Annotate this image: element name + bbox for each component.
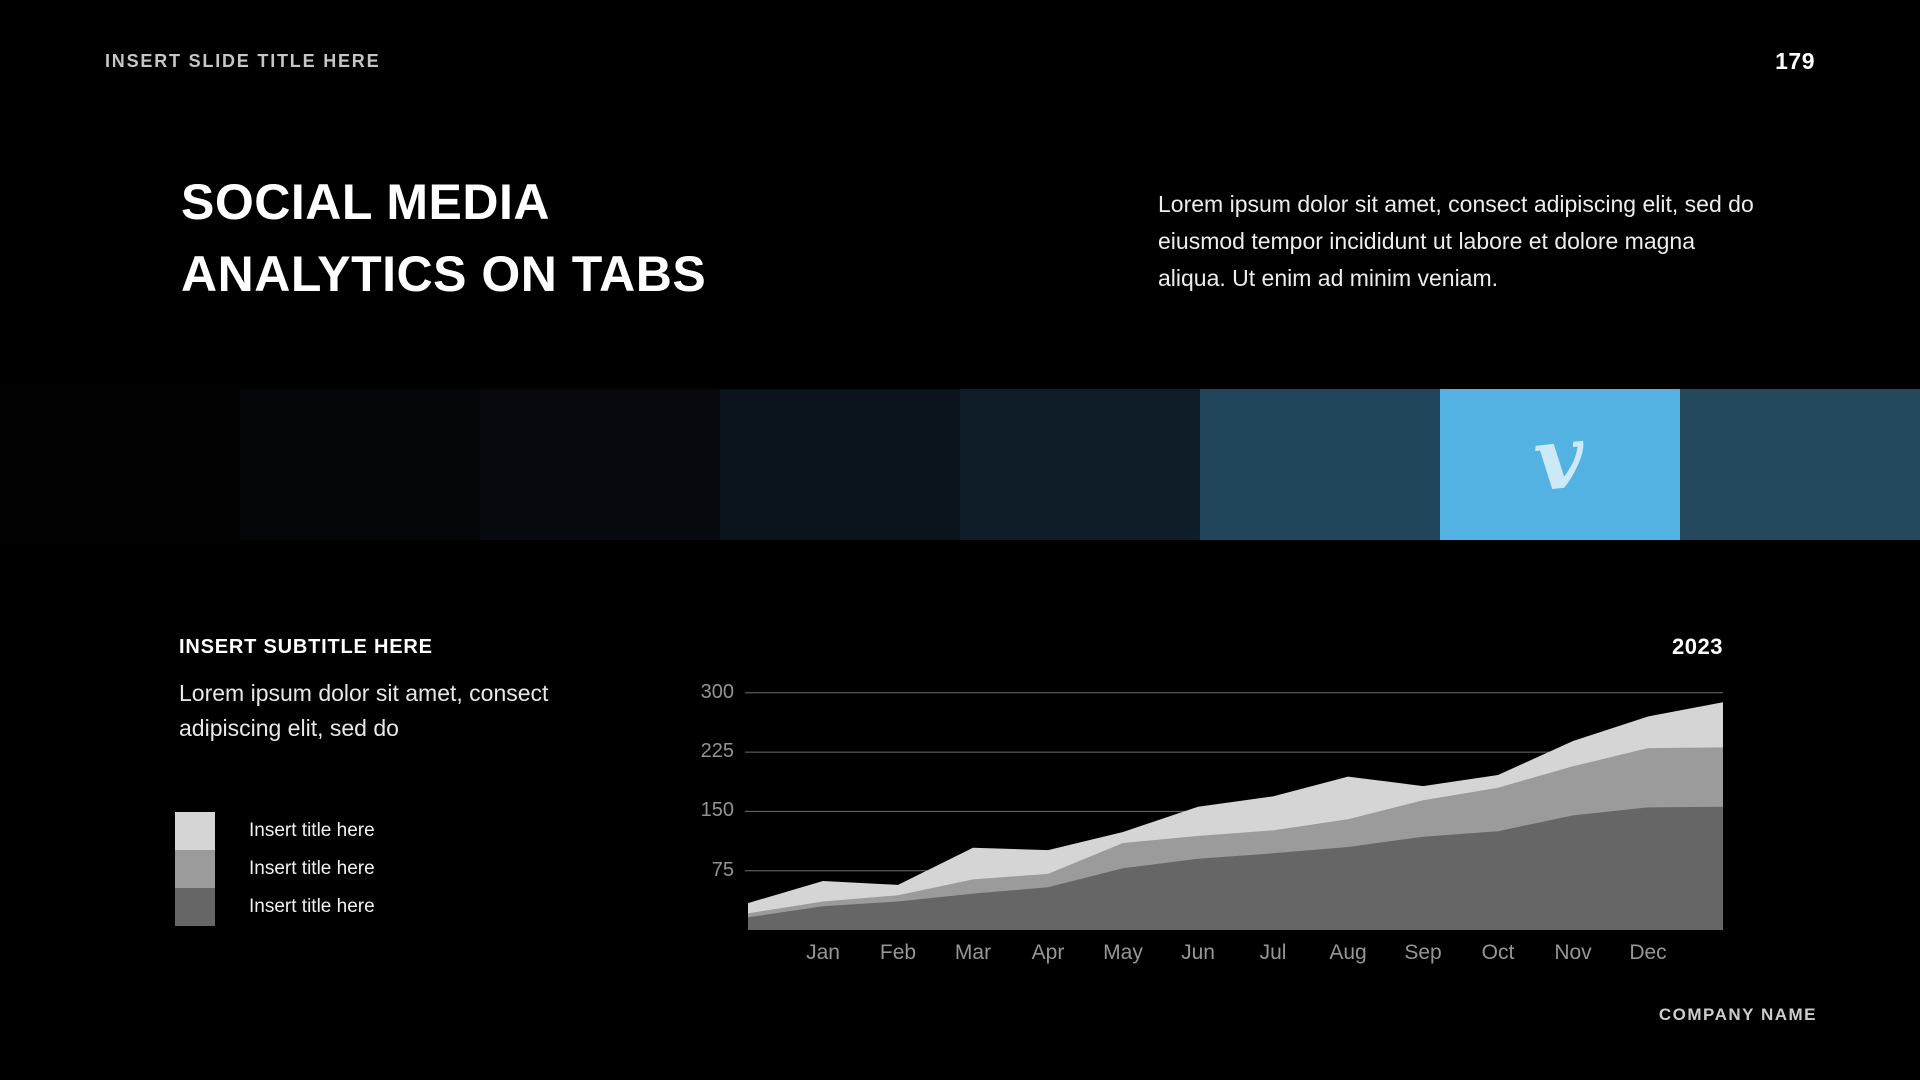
x-axis-label-mar: Mar (954, 941, 992, 964)
x-axis-label-aug: Aug (1329, 941, 1367, 964)
legend-item: Insert title here (175, 812, 375, 850)
y-axis-tick-75: 75 (711, 858, 734, 881)
chart-year-label: 2023 (1672, 634, 1723, 659)
legend-swatch (175, 888, 215, 926)
page-number: 179 (1775, 48, 1815, 74)
vimeo-icon: v (1529, 405, 1590, 511)
intro-paragraph: Lorem ipsum dolor sit amet, consect adip… (1158, 191, 1754, 291)
legend-label: Insert title here (249, 896, 375, 917)
legend-swatch (175, 850, 215, 888)
tab-1[interactable] (0, 389, 240, 540)
page-title: SOCIAL MEDIA ANALYTICS ON TABS (181, 174, 707, 302)
section-description: Lorem ipsum dolor sit amet, consect adip… (179, 680, 549, 741)
legend-label: Insert title here (249, 858, 375, 879)
x-axis-label-nov: Nov (1554, 941, 1592, 964)
tab-5[interactable] (960, 389, 1200, 540)
x-axis-label-may: May (1103, 941, 1143, 964)
legend-label: Insert title here (249, 820, 375, 841)
y-axis-tick-150: 150 (700, 799, 734, 822)
analytics-chart-svg (745, 692, 1723, 930)
slide-title-label: INSERT SLIDE TITLE HERE (105, 51, 381, 71)
tab-4[interactable] (720, 389, 960, 540)
x-axis-label-feb: Feb (879, 941, 917, 964)
x-axis-label-jan: Jan (806, 941, 840, 964)
tab-vimeo[interactable]: v (1440, 389, 1680, 540)
x-axis-label-oct: Oct (1481, 941, 1515, 964)
chart-legend: Insert title here Insert title here Insert… (175, 812, 375, 926)
tab-8[interactable] (1680, 389, 1920, 540)
section-subtitle: INSERT SUBTITLE HERE (179, 636, 433, 658)
legend-swatch (175, 812, 215, 850)
x-axis-label-dec: Dec (1629, 941, 1667, 964)
tab-3[interactable] (480, 389, 720, 540)
tab-2[interactable] (240, 389, 480, 540)
x-axis-label-jun: Jun (1181, 941, 1215, 964)
social-tabs-band: v (0, 389, 1920, 540)
tab-6[interactable] (1200, 389, 1440, 540)
legend-item: Insert title here (175, 850, 375, 888)
area-series-1 (748, 806, 1723, 930)
company-name: COMPANY NAME (1658, 1005, 1817, 1024)
y-axis-tick-225: 225 (700, 740, 734, 763)
x-axis-label-jul: Jul (1259, 941, 1287, 964)
x-axis-label-sep: Sep (1404, 941, 1442, 964)
y-axis-tick-300: 300 (700, 680, 734, 703)
x-axis-label-apr: Apr (1031, 941, 1065, 964)
legend-item: Insert title here (175, 888, 375, 926)
